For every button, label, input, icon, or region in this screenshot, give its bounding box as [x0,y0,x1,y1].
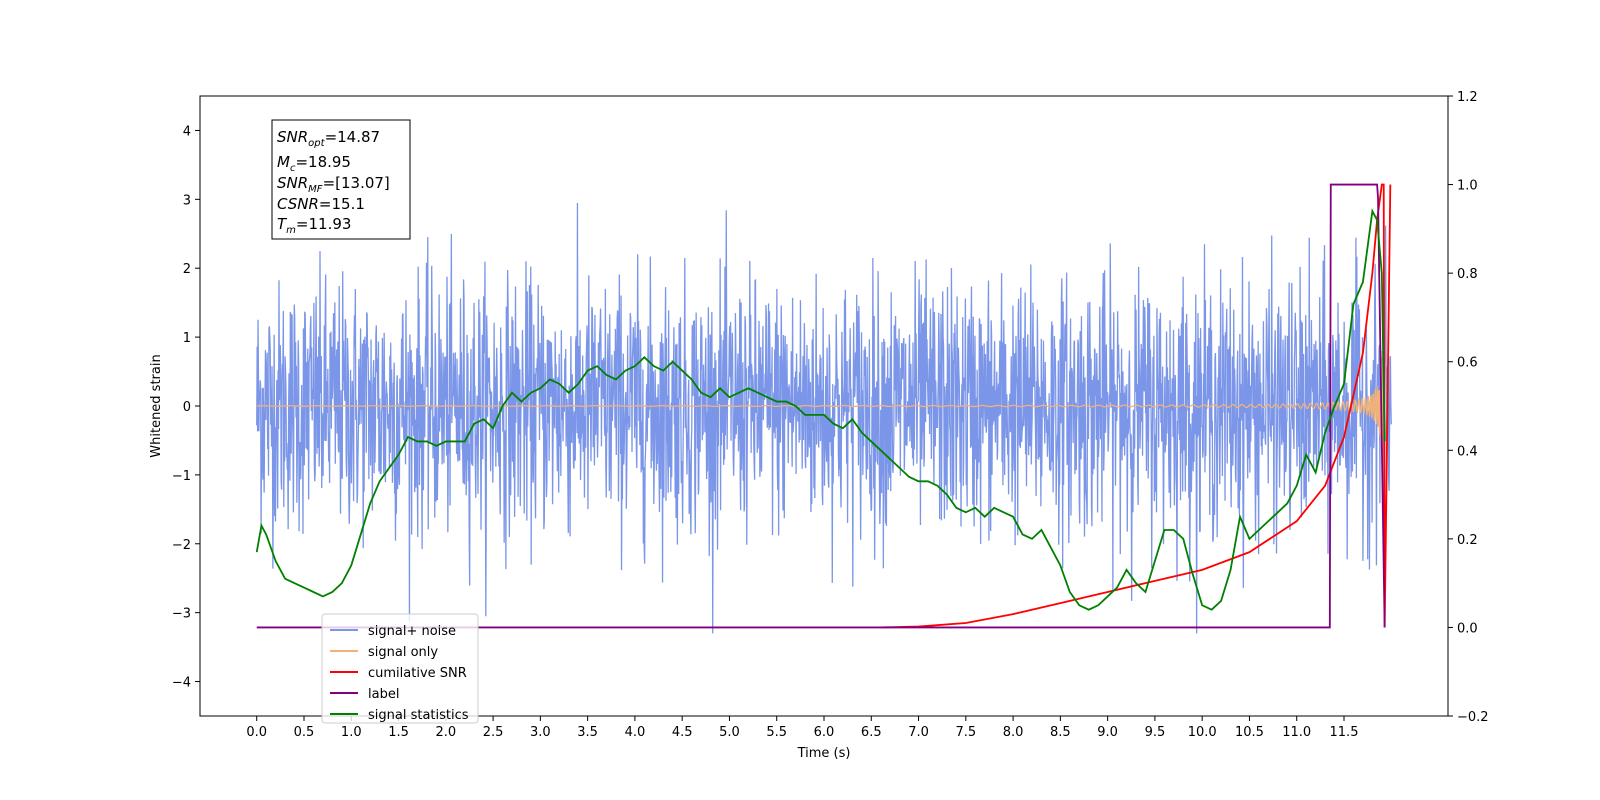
legend-entry: label [368,687,399,702]
x-tick-label: 3.5 [577,725,598,740]
y-tick-label: 4 [183,124,191,139]
x-tick-label: 1.5 [388,725,409,740]
y-tick-label: −2 [172,538,191,553]
x-tick-label: 8.5 [1050,725,1071,740]
y-axis-right: 1.2 1.0 0.8 0.6 0.4 0.2 0.0 −0.2 [1448,90,1489,725]
y-axis-left: 4 3 2 1 0 −1 −2 −3 −4 [172,124,200,691]
legend-entry: signal statistics [368,708,469,723]
x-tick-label: 2.0 [435,725,456,740]
x-tick-label: 9.0 [1097,725,1118,740]
y-axis-label: Whitened strain [149,354,164,457]
legend-entry: signal only [368,645,438,660]
y2-tick-label: 1.2 [1457,90,1478,105]
x-tick-label: 2.5 [483,725,504,740]
y-tick-label: 2 [183,262,191,277]
series-signal-statistics [255,208,1386,611]
y2-tick-label: 0.6 [1457,356,1478,371]
x-tick-label: 5.5 [766,725,787,740]
y2-tick-label: 0.2 [1457,533,1478,548]
annotation-snr-mf: SNRMF=[13.07] [277,174,390,195]
x-tick-label: 0.5 [294,725,315,740]
series-label [256,183,1386,629]
legend: signal+ noise signal only cumilative SNR la… [321,613,479,724]
y2-tick-label: 0.4 [1457,444,1478,459]
y-tick-label: 3 [183,193,191,208]
legend-frame [321,613,479,724]
x-tick-label: 5.0 [719,725,740,740]
series-signal-only [256,275,1386,544]
y-tick-label: 0 [183,400,191,415]
x-tick-label: 0.0 [246,725,267,740]
x-tick-label: 7.0 [908,725,929,740]
y2-tick-label: −0.2 [1457,710,1489,725]
series-cumilative-snr [880,183,1392,629]
x-tick-label: 10.0 [1188,725,1217,740]
x-tick-label: 6.5 [861,725,882,740]
y-tick-label: −3 [172,607,191,622]
y2-tick-label: 1.0 [1457,179,1478,194]
x-tick-label: 8.0 [1003,725,1024,740]
x-tick-label: 9.5 [1145,725,1166,740]
legend-entry: cumilative SNR [368,666,467,681]
x-tick-label: 7.5 [955,725,976,740]
x-axis: 0.0 0.5 1.0 1.5 2.0 2.5 3.0 3.5 4.0 4.5 5.0 5.5 6.0 6… [246,716,1358,740]
y2-tick-label: 0.8 [1457,267,1478,282]
x-tick-label: 10.5 [1235,725,1264,740]
x-tick-label: 4.5 [672,725,693,740]
y2-tick-label: 0.0 [1457,621,1478,636]
x-tick-label: 11.5 [1330,725,1359,740]
annotation-frame [271,119,411,240]
series-signal-noise [256,202,1392,634]
y-tick-label: 1 [183,331,191,346]
x-axis-label: Time (s) [797,746,851,761]
annotation-csnr: CSNR=15.1 [277,195,365,213]
x-tick-label: 3.0 [530,725,551,740]
x-tick-label: 4.0 [625,725,646,740]
plot-area [255,183,1392,634]
x-tick-label: 6.0 [814,725,835,740]
annotation-mc: Mc=18.95 [277,153,351,174]
y-tick-label: −4 [172,676,191,691]
annotation-tm: Tm=11.93 [277,215,351,236]
x-tick-label: 11.0 [1282,725,1311,740]
x-tick-label: 1.0 [341,725,362,740]
legend-entry: signal+ noise [368,624,456,639]
annotation-box: SNRopt=14.87 Mc=18.95 SNRMF=[13.07] CSNR… [271,119,411,240]
y-tick-label: −1 [172,469,191,484]
annotation-snr-opt: SNRopt=14.87 [277,128,380,149]
